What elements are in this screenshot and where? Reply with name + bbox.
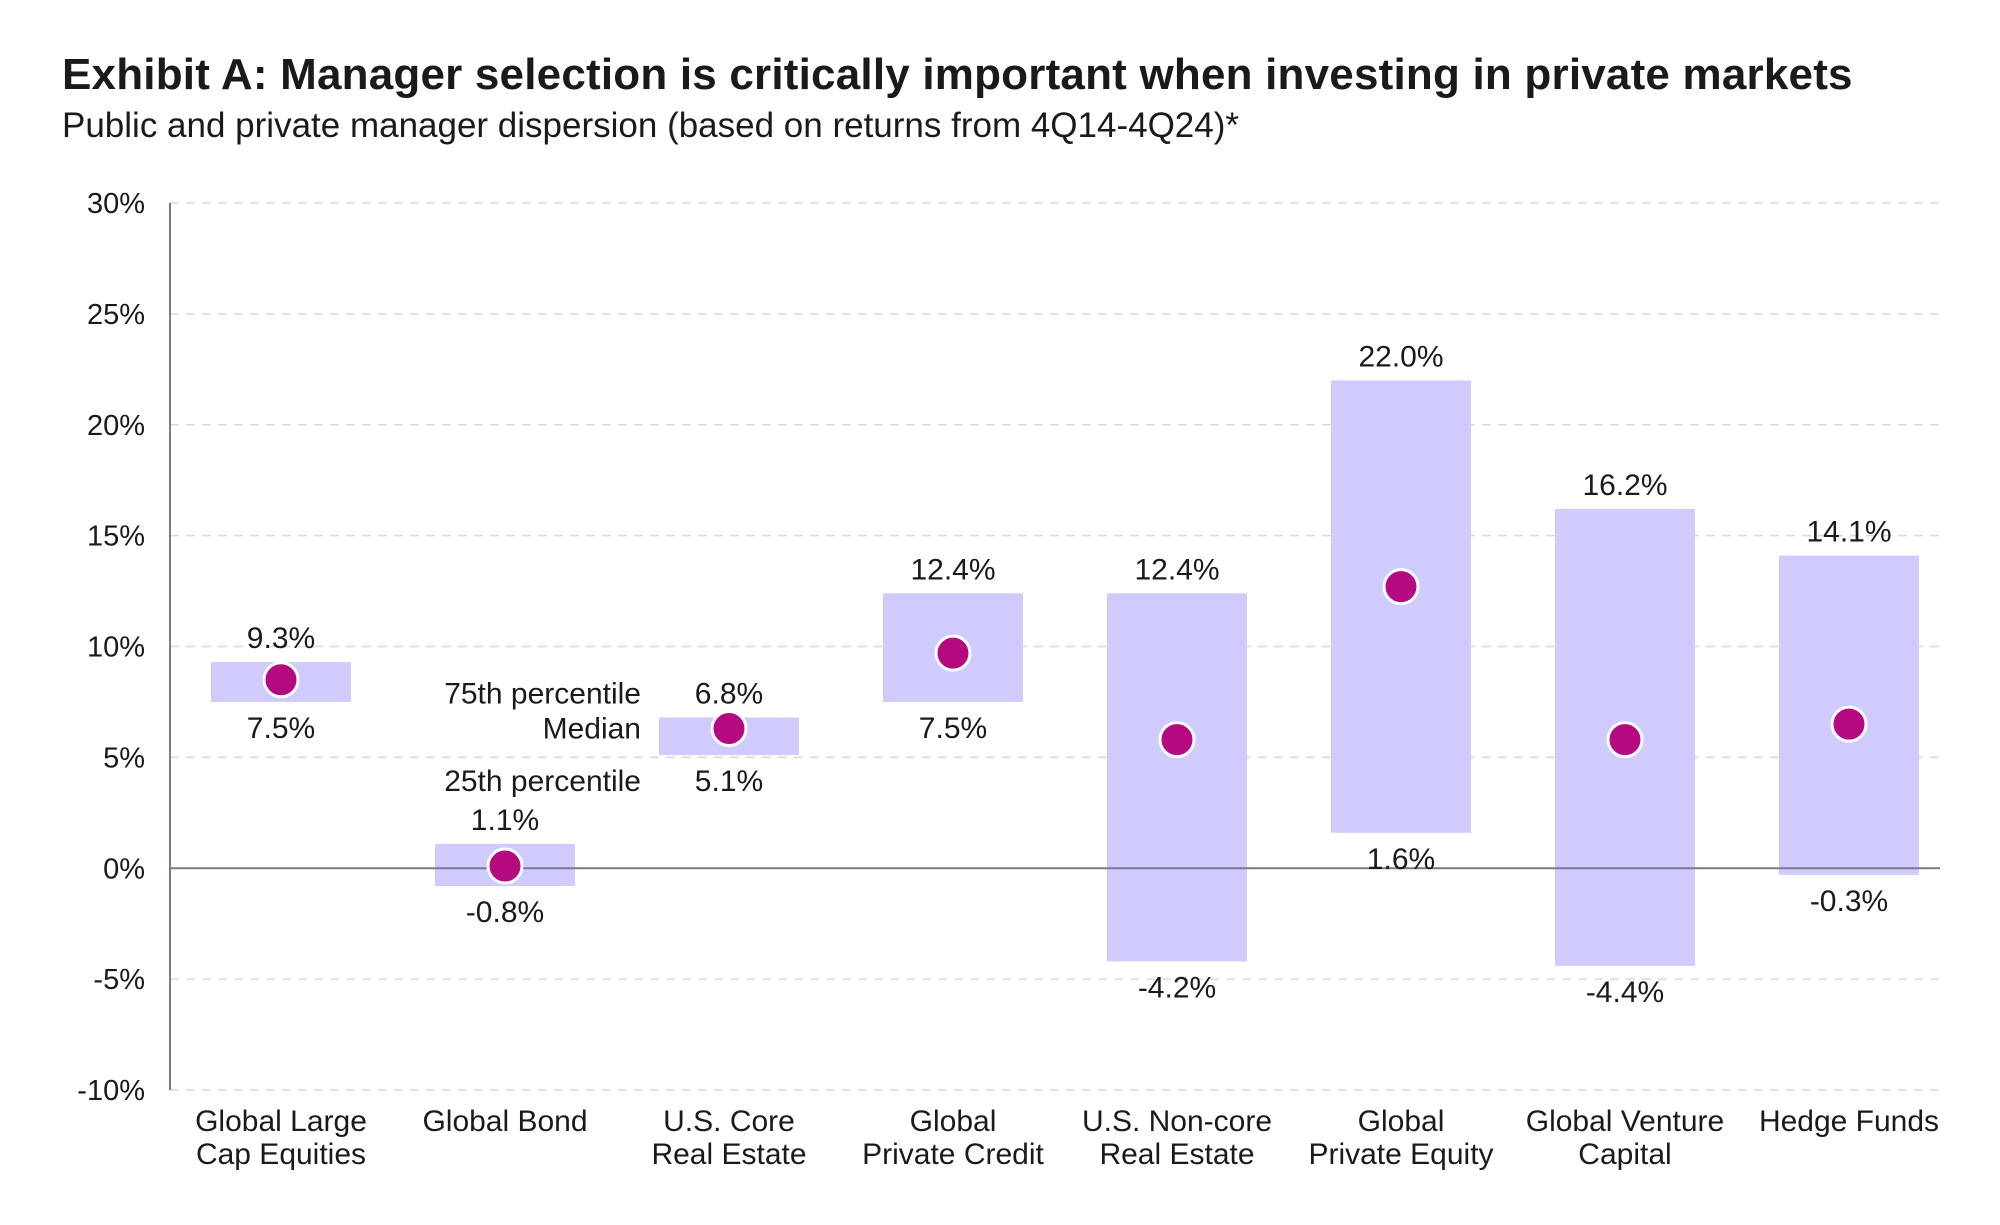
p75-label: 14.1%: [1806, 516, 1891, 549]
p75-label: 6.8%: [695, 677, 763, 710]
median-dot: [486, 847, 524, 885]
y-tick-label: 20%: [87, 410, 145, 442]
median-dot: [934, 634, 972, 672]
legend-median: Median: [543, 713, 641, 746]
median-dot: [1830, 705, 1868, 743]
range-bar: [1331, 380, 1471, 833]
median-dot: [1606, 721, 1644, 759]
category-label: Hedge Funds: [1759, 1105, 1939, 1138]
median-dot: [262, 661, 300, 699]
median-dot: [1158, 721, 1196, 759]
p25-label: 7.5%: [247, 712, 315, 745]
p75-label: 12.4%: [910, 553, 995, 586]
category-label: Global: [1358, 1105, 1445, 1138]
median-markers: [262, 568, 1868, 885]
category-label: Private Equity: [1308, 1138, 1493, 1171]
y-tick-label: 5%: [103, 742, 145, 774]
p75-label: 22.0%: [1358, 340, 1443, 373]
chart-title: Exhibit A: Manager selection is critical…: [62, 50, 1853, 99]
p75-label: 9.3%: [247, 622, 315, 655]
category-label: Global: [910, 1105, 997, 1138]
category-label: Cap Equities: [196, 1138, 366, 1171]
y-tick-label: 25%: [87, 299, 145, 331]
value-labels: 9.3% 7.5% 1.1% -0.8% 6.8% 5.1% 12.4% 7.5% 12.4% -…: [247, 340, 1892, 1008]
category-label: Global Bond: [422, 1105, 587, 1138]
median-dot: [1382, 568, 1420, 606]
category-label: U.S. Non-core: [1082, 1105, 1272, 1138]
legend-25th-percentile: 25th percentile: [444, 765, 641, 798]
y-tick-label: 15%: [87, 521, 145, 553]
y-tick-label: -10%: [77, 1075, 145, 1107]
category-label: Real Estate: [1099, 1138, 1254, 1171]
p75-label: 16.2%: [1582, 469, 1667, 502]
p25-label: -4.4%: [1586, 976, 1664, 1009]
category-label: Private Credit: [862, 1138, 1044, 1171]
p75-label: 12.4%: [1134, 553, 1219, 586]
legend-75th-percentile: 75th percentile: [444, 677, 641, 710]
category-label: Capital: [1578, 1138, 1671, 1171]
category-label: Real Estate: [651, 1138, 806, 1171]
y-axis-ticks: 30% 25% 20% 15% 10% 5% 0% -5% -10%: [77, 188, 145, 1107]
y-tick-label: -5%: [93, 964, 145, 996]
category-label: Global Venture: [1526, 1105, 1724, 1138]
chart-subtitle: Public and private manager dispersion (b…: [62, 106, 1240, 145]
p25-label: -4.2%: [1138, 971, 1216, 1004]
category-label: U.S. Core: [663, 1105, 795, 1138]
p25-label: 7.5%: [919, 712, 987, 745]
y-tick-label: 0%: [103, 853, 145, 885]
category-label: Global Large: [195, 1105, 367, 1138]
p25-label: 5.1%: [695, 765, 763, 798]
y-tick-label: 10%: [87, 632, 145, 664]
range-bar: [1107, 593, 1247, 962]
median-dot: [710, 710, 748, 748]
p25-label: -0.3%: [1810, 885, 1888, 918]
p25-label: 1.6%: [1367, 843, 1435, 876]
p25-label: -0.8%: [466, 896, 544, 929]
p75-label: 1.1%: [471, 804, 539, 837]
y-tick-label: 30%: [87, 188, 145, 220]
